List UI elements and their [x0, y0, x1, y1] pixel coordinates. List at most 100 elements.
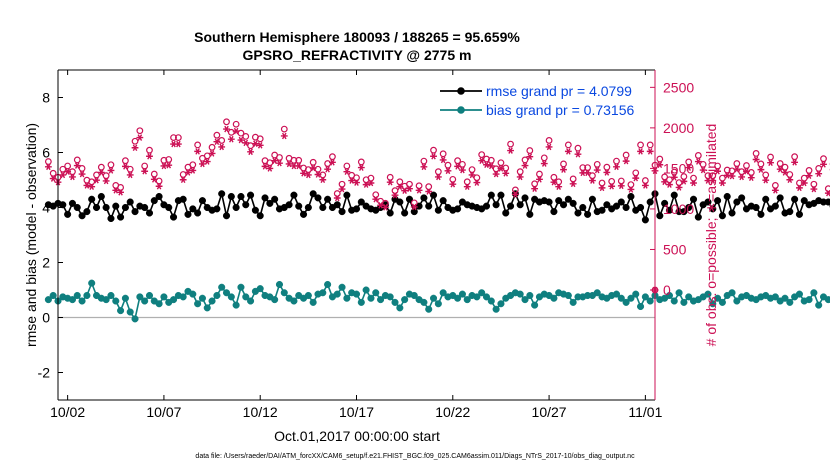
possible-point — [266, 159, 274, 167]
assimilated-point — [584, 169, 591, 177]
assimilated-point — [685, 164, 693, 171]
y-left-tick-label: 2 — [42, 255, 50, 271]
rmse-point — [218, 190, 226, 198]
assimilated-point — [97, 169, 105, 176]
assimilated-point — [670, 174, 678, 181]
x-tick-label: 10/27 — [532, 404, 567, 420]
rmse-point — [319, 203, 327, 212]
legend-swatch-marker — [457, 106, 465, 114]
assimilated-point — [319, 176, 327, 184]
rmse-point — [189, 205, 197, 213]
bias-point — [714, 294, 722, 302]
rmse-point — [131, 208, 139, 216]
assimilated-point — [73, 162, 81, 169]
assimilated-point — [146, 152, 153, 160]
possible-point — [179, 171, 187, 178]
rmse-point — [266, 199, 274, 207]
bias-point — [49, 291, 57, 300]
possible-point — [815, 165, 823, 172]
y-right-tick-label: 2500 — [663, 79, 694, 95]
assimilated-point — [824, 189, 830, 197]
bias-point — [198, 294, 206, 302]
rmse-point — [665, 206, 673, 214]
possible-point — [459, 160, 466, 168]
possible-point — [762, 171, 770, 179]
assimilated-point — [516, 173, 524, 181]
possible-point — [507, 140, 514, 148]
possible-point — [622, 151, 630, 159]
possible-point — [160, 156, 168, 164]
bias-point — [145, 291, 154, 300]
possible-point — [497, 159, 505, 167]
possible-point — [781, 163, 789, 171]
axes-layer: 10/02 10/07 10/12 10/17 10/22 10/27 11/01 -2 0 2 4… — [38, 69, 694, 420]
rmse-point — [694, 213, 702, 221]
assimilated-point — [690, 179, 697, 187]
possible-point — [88, 178, 96, 186]
possible-point — [531, 180, 539, 188]
rmse-point — [251, 206, 259, 214]
possible-point — [425, 183, 433, 191]
y-right-tick-label: 1000 — [663, 201, 694, 217]
assimilated-point — [747, 174, 755, 182]
possible-point — [242, 132, 250, 140]
possible-point — [680, 173, 688, 180]
possible-point — [102, 172, 110, 180]
assimilated-point — [430, 152, 437, 160]
assimilated-point — [343, 168, 351, 175]
rmse-point — [800, 197, 808, 205]
rmse-point — [357, 198, 365, 206]
x-tick-label: 10/22 — [435, 404, 470, 420]
assimilated-point — [410, 203, 418, 211]
possible-point — [430, 146, 437, 154]
possible-point — [473, 174, 481, 182]
bias-point — [685, 293, 693, 301]
assimilated-point — [483, 161, 490, 169]
y-left-tick-label: 0 — [42, 310, 50, 326]
rmse-point — [733, 198, 741, 206]
plot-area — [58, 70, 655, 400]
rmse-point — [612, 202, 621, 210]
assimilated-point — [459, 166, 466, 174]
assimilated-point — [271, 157, 279, 165]
possible-point — [449, 175, 457, 183]
y-axis-label-right: # of obs: o=possible; ∗=assimilated — [703, 124, 719, 347]
y-left-tick-label: 4 — [42, 200, 50, 216]
bias-point — [338, 283, 346, 291]
assimilated-point — [598, 184, 606, 192]
possible-point — [694, 152, 702, 159]
y-right-tick-label: 0 — [663, 282, 671, 298]
assimilated-point — [93, 176, 100, 184]
possible-point — [487, 156, 495, 164]
assimilated-point — [203, 158, 211, 165]
possible-point — [150, 170, 158, 178]
bias-point — [333, 290, 341, 298]
possible-point — [617, 177, 625, 185]
rmse-point — [718, 212, 726, 220]
possible-point — [560, 160, 567, 168]
assimilated-point — [637, 148, 644, 155]
possible-point — [641, 177, 649, 184]
assimilated-point — [232, 127, 240, 135]
possible-point — [536, 170, 543, 178]
possible-point — [276, 154, 283, 161]
possible-point — [434, 168, 442, 176]
assimilated-point — [473, 179, 481, 186]
assimilated-point — [261, 163, 269, 170]
possible-point — [820, 155, 827, 163]
assimilated-point — [449, 180, 457, 188]
rmse-point — [521, 194, 529, 202]
rmse-point — [299, 210, 308, 218]
possible-point — [728, 167, 736, 175]
assimilated-point — [348, 177, 356, 184]
assimilated-point — [719, 179, 726, 187]
bias-point — [454, 294, 462, 302]
assimilated-point — [329, 159, 336, 166]
assimilated-point — [810, 185, 818, 193]
bias-point — [487, 297, 495, 305]
possible-point — [690, 174, 697, 182]
assimilated-point — [791, 159, 799, 166]
bias-point — [290, 297, 298, 305]
possible-point — [208, 143, 216, 151]
possible-point — [608, 177, 616, 185]
